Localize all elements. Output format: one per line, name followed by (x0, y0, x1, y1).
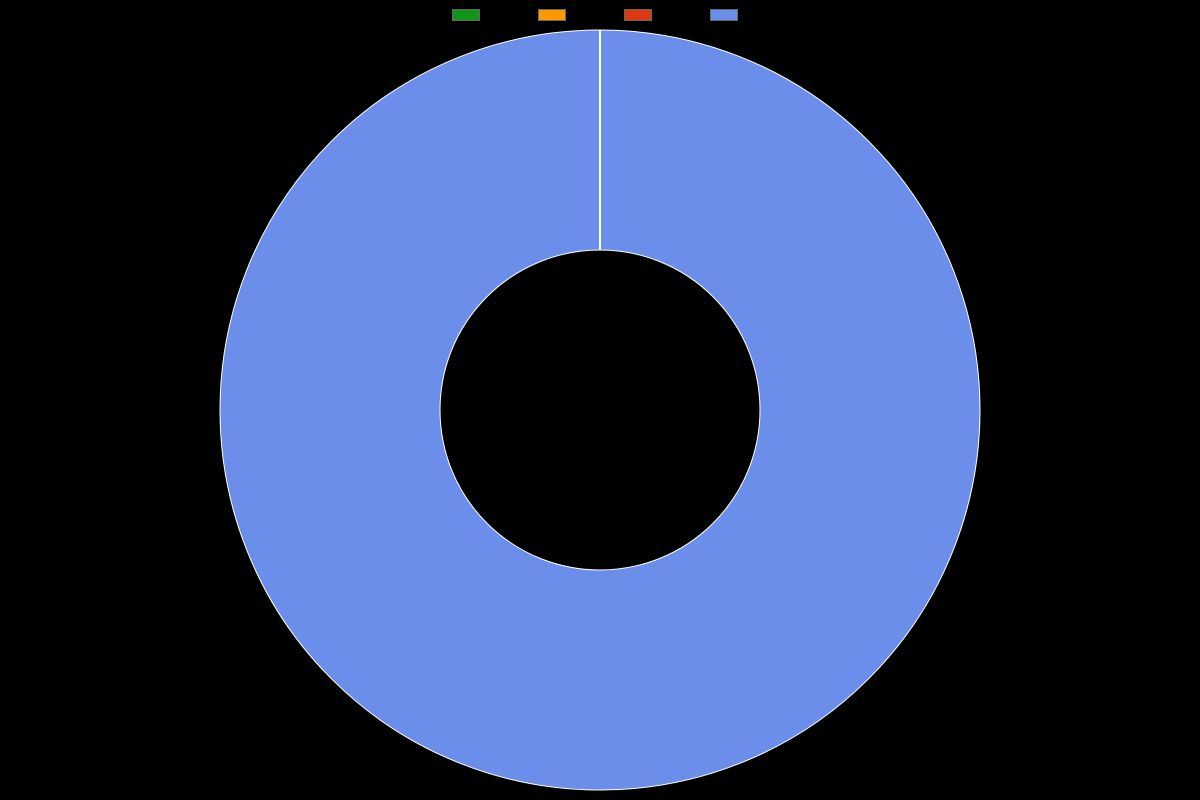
donut-chart (0, 0, 1200, 800)
chart-page (0, 0, 1200, 800)
donut-svg (0, 0, 1200, 800)
